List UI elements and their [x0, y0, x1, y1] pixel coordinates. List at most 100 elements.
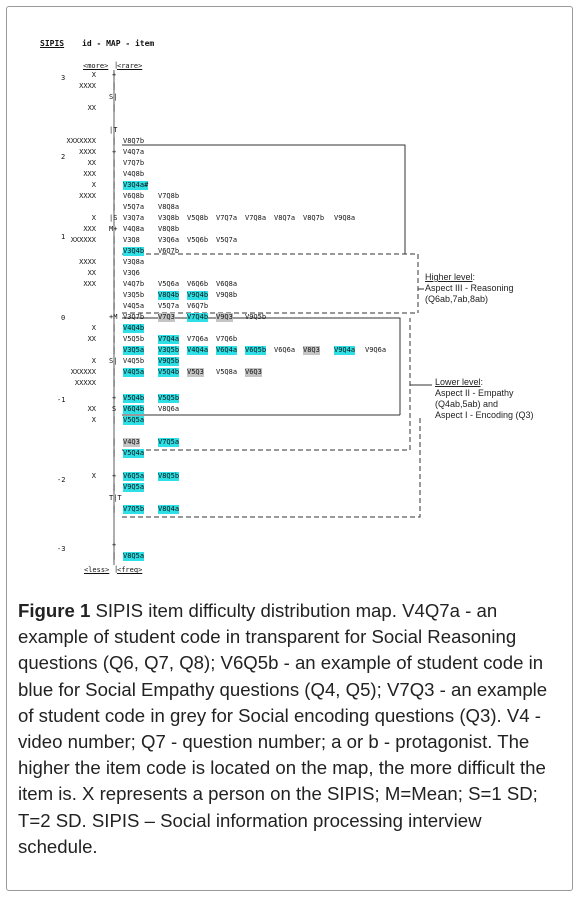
item-code: V7Q8b — [158, 192, 180, 200]
item-code: V9Q4b — [187, 291, 209, 300]
scale-tick: 2 — [61, 153, 66, 161]
map-marker: | — [112, 302, 117, 310]
map-marker: | — [112, 449, 117, 457]
lower-level-title: Lower level — [435, 377, 481, 387]
item-code: V8Q5b — [158, 472, 180, 481]
caption-label: Figure 1 — [18, 600, 91, 621]
person-count: XXXX — [79, 148, 96, 156]
person-count: X — [91, 472, 96, 480]
scale-tick: -3 — [57, 545, 66, 553]
item-code: V5Q5b — [123, 335, 145, 343]
map-marker: | — [112, 203, 117, 211]
bottom-label-right: <freq> — [117, 566, 143, 574]
item-code: V3Q6 — [123, 269, 140, 277]
person-count: X — [91, 181, 96, 189]
item-code: V5Q6b — [187, 236, 209, 244]
item-code: V5Q8b — [187, 214, 209, 222]
caption-text: SIPIS item difficulty distribution map. … — [18, 600, 548, 857]
item-code: V3Q5a — [123, 346, 145, 355]
person-count: XX — [87, 159, 96, 167]
map-marker: | — [112, 335, 117, 343]
item-code: V8Q8b — [158, 225, 180, 233]
map-marker: | — [112, 324, 117, 332]
item-code: V8Q7b — [303, 214, 325, 222]
item-code: V5Q5a — [123, 416, 145, 425]
map-marker: M+ — [109, 225, 118, 233]
higher-level-note: Higher level: Aspect III - Reasoning (Q6… — [425, 272, 514, 305]
item-code: V9Q5a — [123, 483, 145, 492]
item-code: V3Q6a — [158, 236, 180, 244]
item-code: V3Q8 — [123, 236, 140, 244]
item-code: V5Q4b — [123, 394, 145, 403]
item-code: V5Q7a — [158, 302, 180, 310]
map-marker: | — [112, 505, 117, 513]
item-code: V3Q4b — [123, 247, 145, 256]
item-code: V8Q3 — [303, 346, 320, 355]
item-code: V6Q4b — [123, 405, 145, 414]
lower-level-line2: (Q4ab,5ab) and — [435, 399, 499, 409]
map-marker: |S — [109, 214, 118, 222]
map-marker: T|T — [109, 494, 122, 502]
item-code: V6Q6b — [187, 280, 209, 288]
item-code: V6Q8b — [123, 192, 145, 200]
map-marker: +M — [109, 313, 118, 321]
item-code: V3Q7a — [123, 214, 145, 222]
item-code: V7Q5b — [123, 505, 145, 514]
item-code: V3Q8a — [123, 258, 145, 266]
lower-level-colon: : — [480, 377, 484, 387]
scale-tick: -2 — [57, 476, 66, 484]
item-code: V5Q7a — [216, 236, 238, 244]
item-code: V9Q8a — [334, 214, 356, 222]
item-code: V8Q5a — [123, 552, 145, 561]
person-count: XXXX — [79, 192, 96, 200]
scale-tick: -1 — [57, 396, 66, 404]
map-subtitle: id - MAP - item — [82, 39, 155, 48]
item-code: V6Q4a — [216, 346, 238, 355]
item-code: V4Q7a — [123, 148, 145, 156]
item-code: V6Q5b — [245, 346, 267, 355]
item-code: V3Q8b — [158, 214, 180, 222]
person-count: XXX — [83, 170, 96, 178]
person-count: XXXXXX — [70, 368, 96, 376]
figure-caption: Figure 1 SIPIS item difficulty distribut… — [18, 598, 563, 860]
item-code: V5Q5b — [158, 394, 180, 403]
scale-tick: 1 — [61, 233, 66, 241]
scale-tick: 3 — [61, 74, 66, 82]
person-count: X — [91, 71, 96, 79]
person-count: XX — [87, 335, 96, 343]
top-label-left: <more> — [83, 62, 109, 70]
map-marker: + — [112, 394, 117, 402]
item-code: V8Q6a — [158, 405, 180, 413]
item-code: V7Q3 — [158, 313, 175, 322]
item-code: V5Q4a — [123, 449, 145, 458]
map-marker: S| — [109, 357, 118, 365]
item-code: V4Q5b — [123, 357, 145, 365]
map-marker: | — [112, 236, 117, 244]
item-code: V3Q4a# — [123, 181, 149, 190]
item-code: V6Q6a — [274, 346, 296, 354]
map-marker: | — [112, 247, 117, 255]
person-count: XX — [87, 104, 96, 112]
person-count: XXX — [83, 225, 96, 233]
map-title: SIPIS — [40, 39, 65, 48]
item-code: V8Q7a — [274, 214, 296, 222]
scale-tick: 0 — [61, 314, 66, 322]
item-code: V7Q7a — [216, 214, 238, 222]
item-code: V9Q5b — [245, 313, 267, 321]
item-code: V8Q4a — [158, 505, 180, 514]
item-code: V9Q8b — [216, 291, 238, 299]
item-code: V6Q7b — [187, 302, 209, 310]
person-count: X — [91, 324, 96, 332]
item-code: V6Q7b — [158, 247, 180, 255]
item-code: V9Q6a — [365, 346, 387, 354]
item-code: V4Q4b — [123, 324, 145, 333]
map-marker: | — [112, 104, 117, 112]
item-code: V5Q3 — [187, 368, 204, 377]
map-marker: | — [112, 291, 117, 299]
item-map: SIPIS id - MAP - item <more> <rare> | <l… — [40, 39, 534, 574]
item-code: V3Q5b — [123, 291, 145, 299]
lower-level-line3: Aspect I - Encoding (Q3) — [435, 410, 534, 420]
map-marker: | — [112, 346, 117, 354]
person-count: X — [91, 357, 96, 365]
item-code: V6Q8a — [216, 280, 238, 288]
